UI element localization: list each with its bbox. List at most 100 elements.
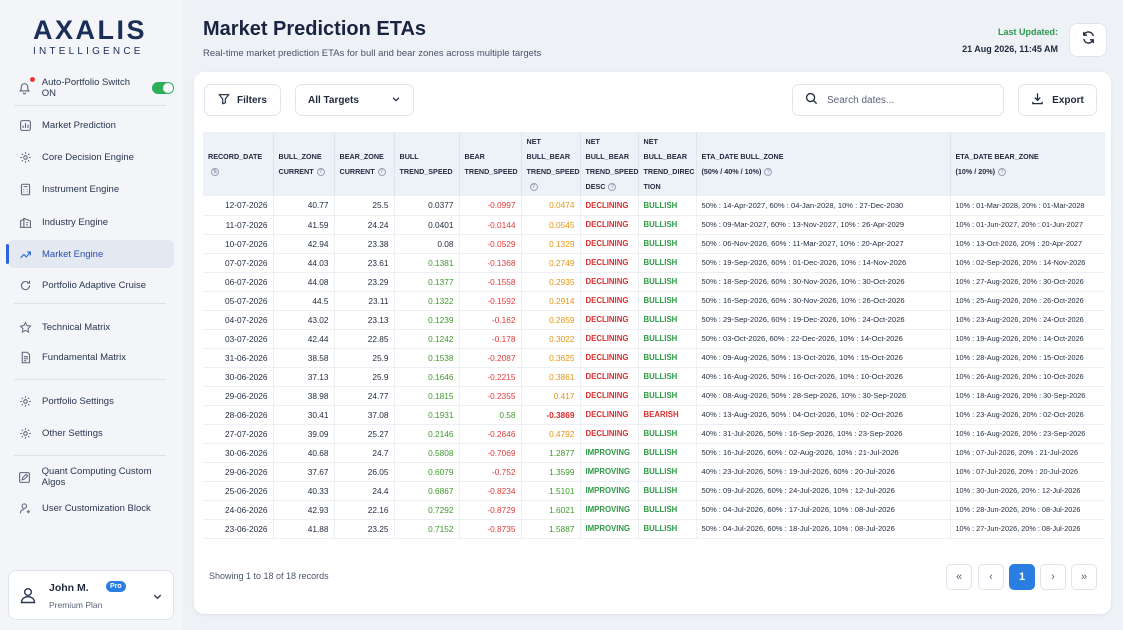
table-cell: 50% : 19-Sep-2026, 60% : 01-Dec-2026, 10… [696, 253, 951, 273]
table-cell: IMPROVING [580, 462, 639, 482]
col-header-record-date[interactable]: RECORD_DATE⇅ [203, 132, 274, 196]
table-body: 12-07-2026 40.77 25.5 0.0377 -0.0997 0.0474 DE… [203, 196, 1105, 539]
table-cell: 38.58 [273, 348, 335, 368]
sidebar-item-market-prediction[interactable]: Market Prediction [8, 111, 174, 139]
table-cell: 39.09 [273, 424, 335, 444]
table-cell: 0.1239 [394, 310, 460, 330]
table-cell: -0.8234 [459, 481, 522, 501]
targets-select[interactable]: All Targets [295, 84, 414, 116]
sidebar-item-fundamental-matrix[interactable]: Fundamental Matrix [8, 343, 174, 371]
table-cell: -0.1558 [459, 272, 522, 292]
table-row[interactable]: 25-06-2026 40.33 24.4 0.6867 -0.8234 1.5101 IM… [203, 481, 1105, 501]
col-header-bull-zone-current[interactable]: BULL_ZONE CURRENT? [273, 132, 335, 196]
last-updated-value: 21 Aug 2026, 11:45 AM [962, 44, 1058, 54]
filters-button[interactable]: Filters [204, 84, 281, 116]
sidebar-item-core-decision-engine[interactable]: Core Decision Engine [8, 143, 174, 171]
table-row[interactable]: 03-07-2026 42.44 22.85 0.1242 -0.178 0.3022 DE… [203, 329, 1105, 349]
col-header-bear-zone-current[interactable]: BEAR_ZONE CURRENT? [334, 132, 395, 196]
search-box[interactable] [792, 84, 1004, 116]
table-cell: 29-06-2026 [203, 386, 274, 406]
star-icon [18, 320, 32, 334]
brand-logo[interactable]: AXALIS INTELLIGENCE [33, 16, 153, 57]
table-cell: 25.5 [334, 196, 395, 216]
table-cell: 07-07-2026 [203, 253, 274, 273]
table-cell: -0.2087 [459, 348, 522, 368]
sidebar-item-other-settings[interactable]: Other Settings [8, 419, 174, 447]
export-button[interactable]: Export [1018, 84, 1097, 116]
user-profile-card[interactable]: John M. Pro Premium Plan [8, 570, 174, 620]
sidebar-item-user-customization[interactable]: User Customization Block [8, 494, 174, 522]
help-icon: ? [608, 183, 617, 192]
table-row[interactable]: 31-06-2026 38.58 25.9 0.1538 -0.2087 0.3625 DE… [203, 348, 1105, 368]
table-cell: BULLISH [638, 481, 697, 501]
table-cell: 0.6079 [394, 462, 460, 482]
sidebar-item-market-engine[interactable]: Market Engine [6, 240, 174, 268]
col-header-eta-bear-zone[interactable]: ETA_DATE BEAR_ZONE (10% / 20%)? [950, 132, 1105, 196]
table-row[interactable]: 04-07-2026 43.02 23.13 0.1239 -0.162 0.2859 DE… [203, 310, 1105, 330]
col-header-bear-trend-speed[interactable]: BEAR TREND_SPEED [459, 132, 522, 196]
table-cell: -0.2646 [459, 424, 522, 444]
table-cell: BULLISH [638, 367, 697, 387]
table-cell: 0.0377 [394, 196, 460, 216]
table-cell: -0.2215 [459, 367, 522, 387]
double-chevron-left-icon: « [955, 571, 963, 583]
brand-name: AXALIS [33, 15, 148, 45]
sidebar: AXALIS INTELLIGENCE Auto-Portfolio Switc… [0, 0, 183, 630]
table-cell: -0.162 [459, 310, 522, 330]
table-cell: BULLISH [638, 253, 697, 273]
auto-portfolio-toggle[interactable] [152, 82, 174, 94]
refresh-button[interactable] [1069, 23, 1107, 57]
page-1-button[interactable]: 1 [1009, 564, 1035, 590]
table-row[interactable]: 30-06-2026 40.68 24.7 0.5808 -0.7069 1.2877 IM… [203, 443, 1105, 463]
next-page-button[interactable]: › [1040, 564, 1066, 590]
table-row[interactable]: 29-06-2026 37.67 26.05 0.6079 -0.752 1.3599 IM… [203, 462, 1105, 482]
table-row[interactable]: 28-06-2026 30.41 37.08 0.1931 0.58 -0.3869 DEC… [203, 405, 1105, 425]
col-header-eta-bull-zone[interactable]: ETA_DATE BULL_ZONE (50% / 40% / 10%)? [696, 132, 951, 196]
table-row[interactable]: 06-07-2026 44.08 23.29 0.1377 -0.1558 0.2935 D… [203, 272, 1105, 292]
user-avatar-icon [19, 586, 37, 604]
prev-page-button[interactable]: ‹ [978, 564, 1004, 590]
sidebar-item-label: Portfolio Adaptive Cruise [42, 279, 147, 291]
chevron-right-icon: › [1051, 571, 1055, 583]
table-row[interactable]: 10-07-2026 42.94 23.38 0.08 -0.0529 0.1329 DEC… [203, 234, 1105, 254]
last-page-button[interactable]: » [1071, 564, 1097, 590]
col-header-bull-trend-speed[interactable]: BULL TREND_SPEED [394, 132, 460, 196]
table-row[interactable]: 12-07-2026 40.77 25.5 0.0377 -0.0997 0.0474 DE… [203, 196, 1105, 216]
table-row[interactable]: 11-07-2026 41.59 24.24 0.0401 -0.0144 0.0545 D… [203, 215, 1105, 235]
table-row[interactable]: 23-06-2026 41.88 23.25 0.7152 -0.8735 1.5887 I… [203, 519, 1105, 539]
first-page-button[interactable]: « [946, 564, 972, 590]
sidebar-item-instrument-engine[interactable]: Instrument Engine [8, 175, 174, 203]
table-cell: -0.1592 [459, 291, 522, 311]
table-row[interactable]: 30-06-2026 37.13 25.9 0.1646 -0.2215 0.3861 DE… [203, 367, 1105, 387]
eta-table-container[interactable]: RECORD_DATE⇅ BULL_ZONE CURRENT? BEAR_ZONE… [203, 132, 1105, 539]
sidebar-item-technical-matrix[interactable]: Technical Matrix [8, 313, 174, 341]
sidebar-item-portfolio-adaptive-cruise[interactable]: Portfolio Adaptive Cruise [8, 271, 174, 299]
col-header-net-trend-direction[interactable]: NET BULL_BEAR TREND_DIREC TION [638, 132, 697, 196]
table-cell: 0.1538 [394, 348, 460, 368]
table-cell: 24.4 [334, 481, 395, 501]
sidebar-item-industry-engine[interactable]: Industry Engine [8, 208, 174, 236]
col-header-net-trend-desc[interactable]: NET BULL_BEAR TREND_SPEED DESC? [580, 132, 639, 196]
table-cell: 50% : 29-Sep-2026, 60% : 19-Dec-2026, 10… [696, 310, 951, 330]
table-cell: 29-06-2026 [203, 462, 274, 482]
table-cell: 50% : 03-Oct-2026, 60% : 22-Dec-2026, 10… [696, 329, 951, 349]
table-cell: 04-07-2026 [203, 310, 274, 330]
table-cell: 10% : 27-Aug-2026, 20% : 30-Oct-2026 [950, 272, 1105, 292]
table-cell: 23.61 [334, 253, 395, 273]
table-cell: 25.27 [334, 424, 395, 444]
table-row[interactable]: 29-06-2026 38.98 24.77 0.1815 -0.2355 0.417 DE… [203, 386, 1105, 406]
col-header-net-trend-speed[interactable]: NET BULL_BEAR TREND_SPEED? [521, 132, 581, 196]
table-row[interactable]: 27-07-2026 39.09 25.27 0.2146 -0.2646 0.4792 D… [203, 424, 1105, 444]
auto-portfolio-label: Auto-Portfolio Switch ON [41, 77, 130, 99]
sidebar-item-quant-computing[interactable]: Quant Computing Custom Algos [8, 463, 174, 491]
table-row[interactable]: 05-07-2026 44.5 23.11 0.1322 -0.1592 0.2914 DE… [203, 291, 1105, 311]
chevron-down-icon[interactable] [152, 589, 163, 607]
table-row[interactable]: 07-07-2026 44.03 23.61 0.1381 -0.1368 0.2749 D… [203, 253, 1105, 273]
table-cell: 27-07-2026 [203, 424, 274, 444]
table-cell: DECLINING [580, 291, 639, 311]
sidebar-item-portfolio-settings[interactable]: Portfolio Settings [8, 387, 174, 415]
auto-portfolio-switch[interactable]: Auto-Portfolio Switch ON [8, 74, 174, 102]
table-row[interactable]: 24-06-2026 42.93 22.16 0.7292 -0.8729 1.6021 I… [203, 500, 1105, 520]
help-icon: ? [764, 168, 773, 177]
search-input[interactable] [827, 94, 987, 106]
